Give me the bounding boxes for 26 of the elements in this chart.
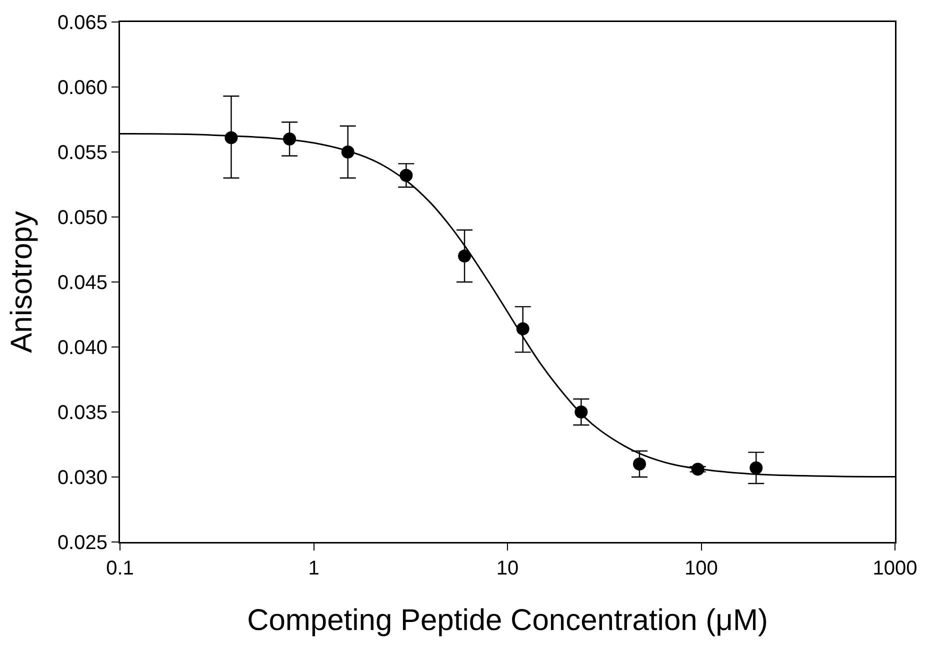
point [632,458,646,470]
x-tick-label: 100 [684,558,718,580]
y-tick-label: 0.030 [57,467,108,489]
point [691,462,704,476]
point [516,322,530,336]
x-tick-label: 0.1 [106,558,134,580]
y-tick-label: 0.040 [57,337,108,359]
y-tick-label: 0.025 [57,532,108,554]
y-tick-label: 0.055 [57,142,108,164]
point [400,168,413,182]
y-tick-label: 0.060 [57,77,108,99]
y-tick-label: 0.050 [57,207,108,229]
point [224,131,238,144]
point [750,461,763,474]
point [574,406,588,418]
x-tick-label: 1000 [872,558,918,580]
y-axis-title: Anisotropy [6,211,39,353]
x-tick-label: 10 [496,558,519,580]
point [458,250,472,262]
point [283,132,296,146]
x-axis-title: Competing Peptide Concentration (μM) [247,604,768,637]
y-tick-label: 0.035 [57,402,108,424]
y-tick-label: 0.065 [57,12,108,34]
y-tick-label: 0.045 [57,272,108,294]
point [341,146,354,158]
x-tick-label: 1 [308,558,320,580]
